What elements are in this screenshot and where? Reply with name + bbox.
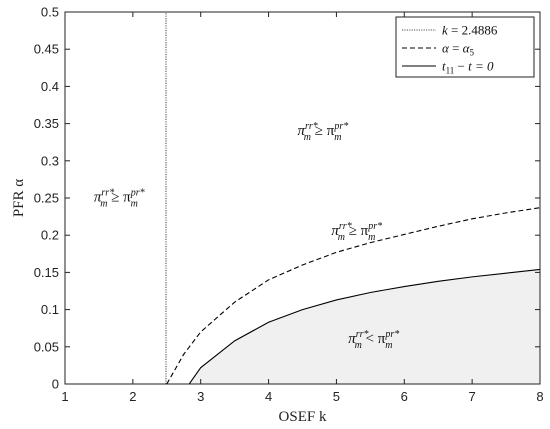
y-tick-label: 0.4	[41, 79, 59, 94]
y-tick-label: 0.15	[34, 265, 59, 280]
y-tick-label: 0.25	[34, 191, 59, 206]
shaded-region-layer	[189, 269, 540, 384]
annotation-layer: πrr* m ≥ πpr* m πrr* m ≥ πpr* m πrr* m ≥ πpr* m π…	[94, 121, 399, 351]
x-tick-label: 8	[536, 389, 543, 404]
x-tick-label: 4	[265, 389, 272, 404]
x-axis-label: OSEF k	[279, 409, 327, 425]
y-tick-label: 0	[52, 377, 59, 392]
legend-box	[395, 16, 535, 78]
x-tick-label: 2	[129, 389, 136, 404]
y-tick-label: 0.45	[34, 42, 59, 57]
y-tick-label: 0.2	[41, 228, 59, 243]
region-label-top: πrr* m ≥ πpr* m	[297, 121, 348, 143]
series-layer	[165, 12, 541, 385]
dashed-curve-alpha5	[166, 207, 541, 385]
x-tick-label: 3	[197, 389, 204, 404]
solid-curve-t11	[188, 268, 541, 385]
x-tick-label: 1	[61, 389, 68, 404]
shaded-region	[189, 269, 540, 384]
y-tick-label: 0.1	[41, 302, 59, 317]
region-label-left: πrr* m ≥ πpr* m	[94, 188, 145, 210]
y-tick-label: 0.5	[41, 5, 59, 20]
legend-label: t11 − t = 0	[442, 59, 494, 76]
legend-label: α = α5	[442, 41, 475, 58]
y-tick-label: 0.3	[41, 153, 59, 168]
tick-layer: 1 2 3 4 5 6 7 8 0 0.05 0.1 0.15 0.2 0.25 0.3 0.35 0.4 0.4…	[34, 5, 544, 405]
region-label-middle: πrr* m ≥ πpr* m	[331, 221, 382, 243]
region-label-bottom: πrr* m < πpr* m	[348, 329, 399, 351]
x-tick-label: 6	[401, 389, 408, 404]
y-tick-label: 0.05	[34, 339, 59, 354]
x-tick-label: 7	[469, 389, 476, 404]
x-tick-label: 5	[333, 389, 340, 404]
y-tick-label: 0.35	[34, 116, 59, 131]
legend-label: k = 2.4886	[442, 23, 498, 38]
y-axis-label: PFR α	[11, 179, 27, 217]
